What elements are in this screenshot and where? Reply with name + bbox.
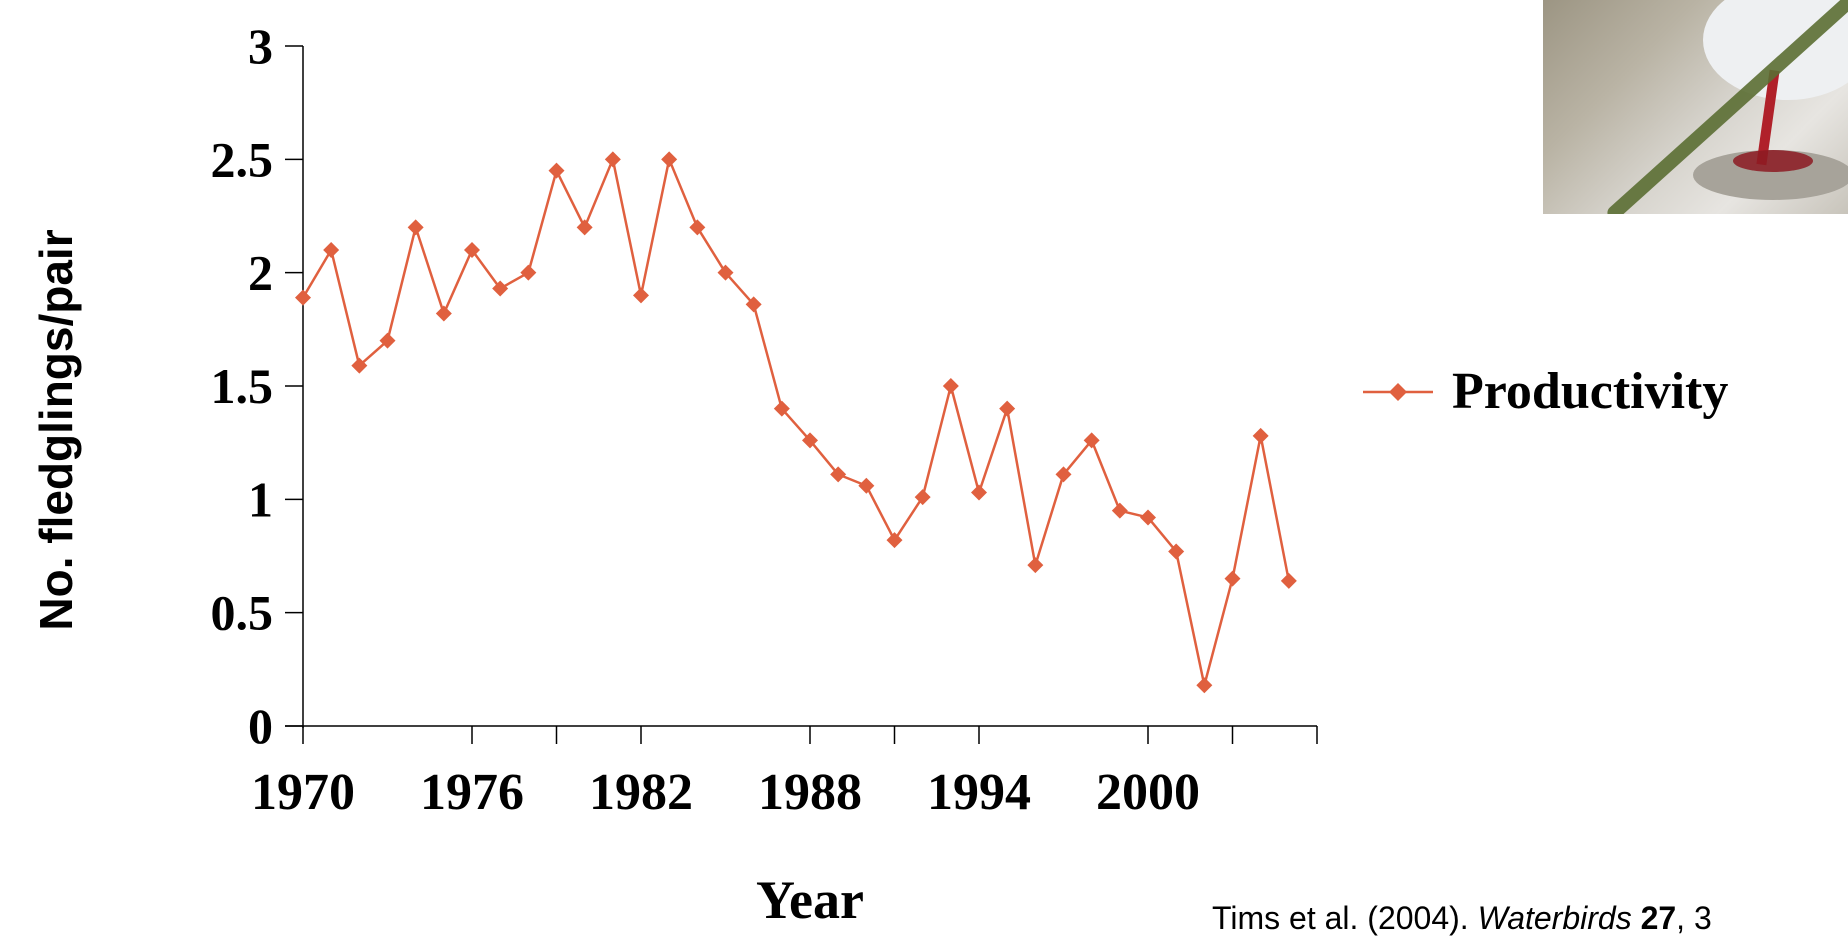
data-point <box>858 477 875 494</box>
data-point <box>773 400 790 417</box>
y-axis-title: No. fledglings/pair <box>30 229 82 630</box>
data-point <box>1168 543 1185 560</box>
y-tick-label: 3 <box>248 18 273 74</box>
data-point <box>942 378 959 394</box>
data-point <box>1252 427 1269 444</box>
y-tick-label: 1.5 <box>211 358 274 414</box>
data-point <box>830 466 847 483</box>
x-tick-label: 1976 <box>420 764 524 821</box>
data-point <box>351 357 368 374</box>
y-tick-label: 0.5 <box>211 585 274 641</box>
data-point <box>1280 572 1297 589</box>
citation-journal: Waterbirds <box>1477 900 1632 936</box>
data-point <box>1224 570 1241 587</box>
data-point <box>379 332 396 349</box>
y-tick-label: 2 <box>248 245 273 301</box>
data-point <box>1027 557 1044 574</box>
data-point <box>464 242 480 258</box>
data-point <box>886 532 903 549</box>
y-tick-labels: 0 0.5 1 1.5 2 2.5 3 <box>211 18 274 754</box>
data-point <box>576 219 593 236</box>
data-point <box>1055 466 1072 483</box>
data-point <box>717 264 734 281</box>
series-layer <box>295 151 1297 694</box>
citation-rest: , 3 <box>1676 900 1712 936</box>
data-point <box>802 432 818 449</box>
data-point <box>520 264 537 281</box>
x-tick-labels: 1970 1976 1982 1988 1994 2000 <box>251 764 1200 821</box>
x-axis-title: Year <box>756 870 864 930</box>
series-line <box>301 158 1291 687</box>
data-point <box>435 305 452 322</box>
data-point <box>633 287 649 304</box>
x-tick-label: 2000 <box>1096 764 1200 821</box>
data-point <box>1196 677 1213 694</box>
data-point <box>1083 432 1100 449</box>
citation-volume: 27 <box>1631 900 1677 936</box>
legend-label: Productivity <box>1452 363 1728 420</box>
data-point <box>745 296 762 313</box>
x-tick-label: 1988 <box>758 764 862 821</box>
citation: Tims et al. (2004). Waterbirds 27, 3 <box>1212 900 1712 937</box>
data-point <box>323 242 340 258</box>
data-point <box>295 289 311 306</box>
data-point <box>971 484 987 501</box>
tern-photo <box>1543 0 1848 214</box>
data-point <box>492 280 509 297</box>
legend: Productivity <box>1363 363 1728 420</box>
y-tick-label: 2.5 <box>211 131 274 187</box>
data-point <box>548 162 565 179</box>
data-point <box>914 489 931 506</box>
y-tick-label: 0 <box>248 698 273 754</box>
x-tick-label: 1970 <box>251 764 355 821</box>
photo-bird-foot <box>1733 150 1813 172</box>
data-point <box>407 219 424 236</box>
citation-authors: Tims et al. (2004). <box>1212 900 1478 936</box>
data-point <box>661 151 678 168</box>
x-tick-label: 1994 <box>927 764 1031 821</box>
data-point <box>1111 502 1128 519</box>
data-point <box>999 400 1016 417</box>
legend-marker <box>1389 383 1407 401</box>
y-tick-label: 1 <box>248 471 273 527</box>
data-point <box>1140 509 1156 526</box>
chart-axes <box>285 45 1318 744</box>
data-point <box>689 219 706 236</box>
data-point <box>604 151 621 168</box>
x-tick-label: 1982 <box>589 764 693 821</box>
